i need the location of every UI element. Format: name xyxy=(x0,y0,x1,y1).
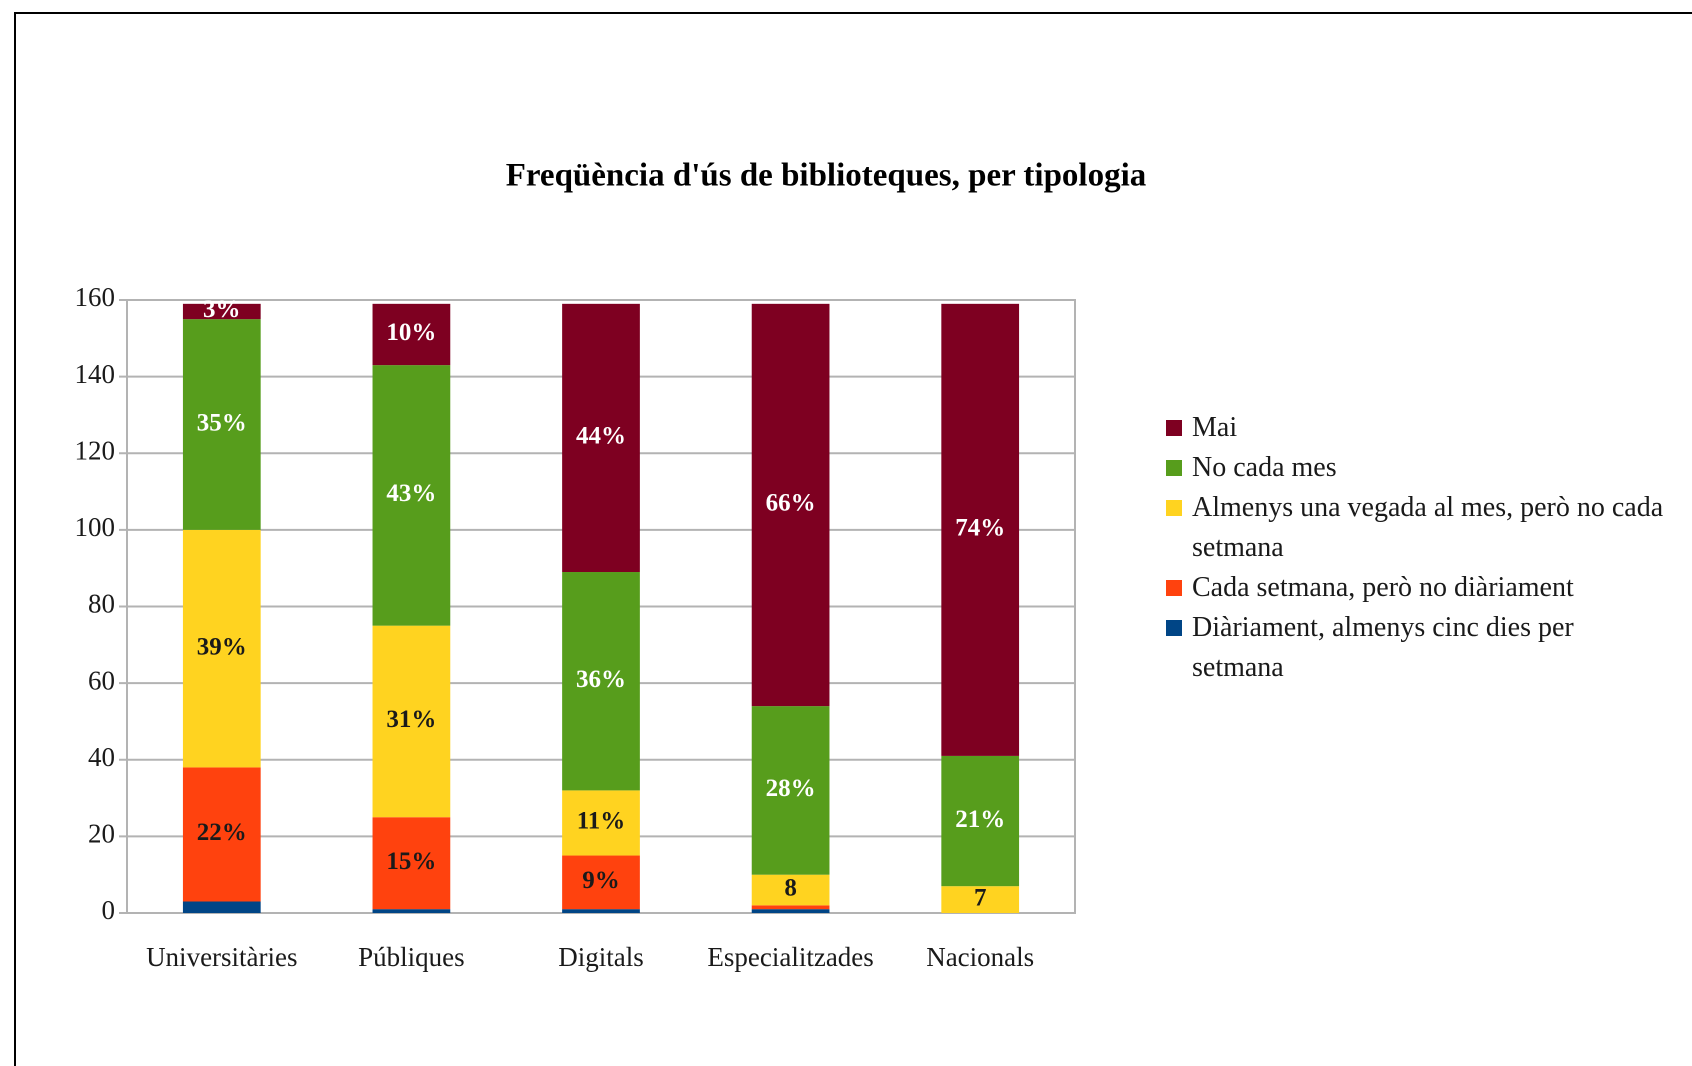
bar-segment xyxy=(182,901,261,913)
bar-segment xyxy=(941,755,1020,887)
x-tick-label: Públiques xyxy=(358,942,465,972)
legend: Mai No cada mes Almenys una vegada al mes,… xyxy=(1166,408,1666,688)
legend-swatch xyxy=(1166,420,1182,436)
bar-segment xyxy=(182,319,261,530)
bar-segment xyxy=(562,790,640,856)
bar-segment xyxy=(751,874,830,906)
data-label: 21% xyxy=(955,806,1005,833)
bar-segment xyxy=(372,817,451,910)
data-label: 28% xyxy=(766,775,816,802)
legend-item: Almenys una vegada al mes, però no cada … xyxy=(1166,488,1666,568)
bar-segment xyxy=(751,909,830,913)
data-label: 31% xyxy=(386,706,436,733)
legend-item: No cada mes xyxy=(1166,448,1666,488)
bar-segment xyxy=(372,909,451,913)
bar-segment xyxy=(182,767,261,902)
y-tick-label: 80 xyxy=(88,589,115,619)
bar-segment xyxy=(372,365,451,626)
data-label: 15% xyxy=(386,848,436,875)
y-tick-label: 100 xyxy=(75,512,116,542)
data-label: 11% xyxy=(577,808,626,835)
bar-segment xyxy=(182,529,261,768)
chart-title: Freqüència d'ús de biblioteques, per tip… xyxy=(506,158,1147,194)
legend-item: Cada setmana, però no diàriament xyxy=(1166,568,1666,608)
legend-swatch xyxy=(1166,500,1182,516)
y-tick-label: 140 xyxy=(75,359,116,389)
bar-segment xyxy=(372,303,451,366)
legend-swatch xyxy=(1166,620,1182,636)
legend-item: Mai xyxy=(1166,408,1666,448)
bar-segment xyxy=(751,706,830,875)
x-tick-label: Nacionals xyxy=(926,942,1034,972)
legend-label: Almenys una vegada al mes, però no cada … xyxy=(1192,492,1664,563)
y-tick-label: 60 xyxy=(88,665,115,695)
frame xyxy=(14,12,1692,1066)
y-tick-label: 160 xyxy=(75,282,116,312)
bar-segment xyxy=(941,303,1020,756)
x-tick-label: Especialitzades xyxy=(707,942,873,972)
data-label: 43% xyxy=(386,480,436,507)
data-label: 66% xyxy=(766,490,816,517)
bar-segment xyxy=(941,886,1020,913)
data-label: 8 xyxy=(784,875,797,902)
legend-label: Mai xyxy=(1192,412,1238,443)
x-tick-label: Digitals xyxy=(558,942,644,972)
legend-swatch xyxy=(1166,580,1182,596)
bar-segment xyxy=(182,303,261,320)
bar-segment xyxy=(562,855,640,910)
y-tick-label: 0 xyxy=(102,895,116,925)
data-label: 10% xyxy=(386,319,436,346)
data-label: 7 xyxy=(974,884,987,911)
bar-segment xyxy=(751,905,830,910)
legend-label: No cada mes xyxy=(1192,452,1337,483)
x-tick-label: Universitàries xyxy=(146,942,297,972)
data-label: 3% xyxy=(203,296,241,323)
data-label: 74% xyxy=(955,515,1005,542)
legend-label: Diàriament, almenys cinc dies per setman… xyxy=(1192,612,1574,683)
legend-swatch xyxy=(1166,460,1182,476)
bar-segment xyxy=(372,625,451,818)
legend-label: Cada setmana, però no diàriament xyxy=(1192,572,1574,603)
data-label: 22% xyxy=(197,819,247,846)
data-label: 44% xyxy=(576,423,626,450)
data-label: 36% xyxy=(576,666,626,693)
bar-segment xyxy=(562,909,640,913)
y-tick-label: 120 xyxy=(75,435,116,465)
data-label: 35% xyxy=(197,409,247,436)
data-label: 39% xyxy=(197,633,247,660)
legend-item: Diàriament, almenys cinc dies per setman… xyxy=(1166,608,1666,688)
bar-segment xyxy=(562,303,640,573)
y-tick-label: 20 xyxy=(88,819,115,849)
y-tick-label: 40 xyxy=(88,742,115,772)
bar-segment xyxy=(562,572,640,791)
bar-segment xyxy=(751,303,830,707)
data-label: 9% xyxy=(582,867,620,894)
